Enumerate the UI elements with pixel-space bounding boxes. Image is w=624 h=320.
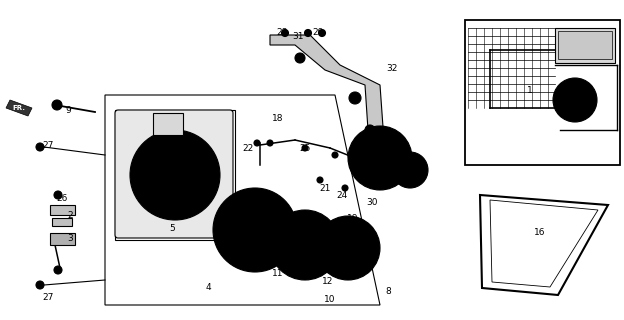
Text: 27: 27 — [42, 140, 54, 149]
Text: 12: 12 — [323, 277, 334, 286]
Bar — [555, 28, 615, 63]
Text: 32: 32 — [386, 63, 397, 73]
Circle shape — [137, 137, 213, 213]
Circle shape — [392, 152, 428, 188]
Text: 27: 27 — [42, 293, 54, 302]
Circle shape — [230, 205, 280, 255]
Text: 22: 22 — [242, 143, 253, 153]
Polygon shape — [6, 100, 32, 116]
Circle shape — [254, 140, 260, 146]
Text: 15: 15 — [192, 157, 204, 166]
Text: 4: 4 — [205, 284, 211, 292]
Text: 6: 6 — [189, 140, 195, 149]
Circle shape — [213, 188, 297, 272]
Circle shape — [372, 150, 388, 166]
Circle shape — [330, 230, 366, 266]
Bar — [153, 113, 183, 135]
Circle shape — [332, 152, 338, 158]
Polygon shape — [270, 35, 385, 160]
Circle shape — [342, 185, 348, 191]
Circle shape — [553, 78, 597, 122]
Text: 14: 14 — [310, 260, 321, 269]
Circle shape — [281, 29, 288, 36]
Text: 25: 25 — [300, 143, 311, 153]
Circle shape — [351, 267, 359, 274]
Text: 24: 24 — [336, 190, 348, 199]
Circle shape — [318, 29, 326, 36]
Circle shape — [336, 267, 343, 274]
Circle shape — [167, 167, 183, 183]
Bar — [465, 20, 620, 165]
Circle shape — [305, 29, 311, 36]
Circle shape — [397, 157, 423, 183]
Circle shape — [361, 259, 369, 266]
Text: 31: 31 — [292, 31, 304, 41]
Text: 33: 33 — [336, 223, 348, 233]
Bar — [115, 110, 235, 240]
Circle shape — [403, 163, 417, 177]
Text: 3: 3 — [67, 234, 73, 243]
Bar — [52, 218, 72, 226]
Circle shape — [54, 266, 62, 274]
Circle shape — [348, 126, 412, 190]
Text: 29: 29 — [313, 28, 324, 36]
Circle shape — [247, 222, 263, 238]
Circle shape — [130, 130, 220, 220]
Circle shape — [324, 257, 331, 263]
Circle shape — [267, 140, 273, 146]
Circle shape — [217, 192, 293, 268]
Circle shape — [567, 92, 583, 108]
Circle shape — [316, 216, 380, 280]
Text: 16: 16 — [534, 228, 546, 236]
Circle shape — [295, 53, 305, 63]
Text: 28: 28 — [276, 28, 288, 36]
Bar — [50, 233, 75, 245]
Text: 19: 19 — [347, 213, 359, 222]
Text: 18: 18 — [272, 114, 284, 123]
Circle shape — [52, 100, 62, 110]
Text: 5: 5 — [169, 223, 175, 233]
Circle shape — [293, 233, 317, 257]
Circle shape — [340, 240, 356, 256]
Circle shape — [354, 132, 406, 184]
Circle shape — [349, 92, 361, 104]
Text: 20: 20 — [383, 154, 394, 163]
Circle shape — [155, 155, 195, 195]
Text: 17: 17 — [242, 238, 254, 247]
Text: 8: 8 — [385, 286, 391, 295]
FancyBboxPatch shape — [115, 110, 233, 238]
Circle shape — [559, 84, 591, 116]
Text: 13: 13 — [256, 247, 268, 257]
Text: 21: 21 — [319, 183, 331, 193]
Text: 7: 7 — [155, 146, 161, 155]
Text: 2: 2 — [67, 211, 73, 220]
Circle shape — [277, 217, 333, 273]
Circle shape — [365, 125, 375, 135]
Text: FR.: FR. — [12, 105, 26, 111]
Circle shape — [322, 222, 374, 274]
Circle shape — [362, 140, 398, 176]
Bar — [558, 31, 612, 59]
Circle shape — [54, 191, 62, 199]
Circle shape — [302, 145, 308, 151]
Text: 26: 26 — [56, 194, 67, 203]
Circle shape — [317, 177, 323, 183]
Text: 30: 30 — [366, 197, 378, 206]
Text: 11: 11 — [272, 268, 284, 277]
Bar — [50, 205, 75, 215]
Text: 9: 9 — [65, 106, 71, 115]
Circle shape — [270, 210, 340, 280]
Text: 10: 10 — [324, 294, 336, 303]
Circle shape — [36, 281, 44, 289]
Text: 23: 23 — [409, 178, 421, 187]
Circle shape — [36, 143, 44, 151]
Text: 1: 1 — [527, 85, 533, 94]
